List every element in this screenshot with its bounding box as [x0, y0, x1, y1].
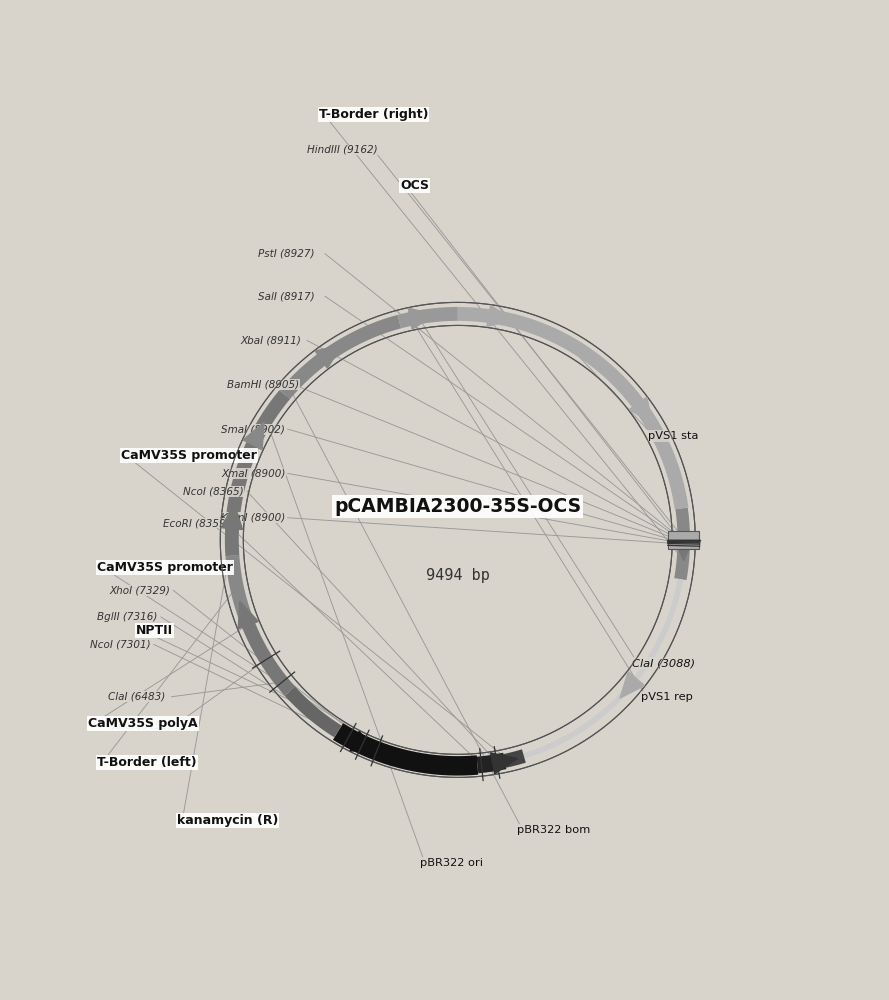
Text: SmaI (8902): SmaI (8902) [221, 424, 285, 434]
Text: CaMV35S polyA: CaMV35S polyA [88, 717, 198, 730]
Text: 9494 bp: 9494 bp [426, 568, 490, 583]
Text: pCAMBIA2300-35S-OCS: pCAMBIA2300-35S-OCS [334, 497, 581, 516]
Polygon shape [629, 397, 653, 424]
Text: XbaI (8911): XbaI (8911) [241, 335, 301, 345]
Polygon shape [243, 422, 264, 450]
Text: kanamycin (R): kanamycin (R) [177, 814, 278, 827]
Text: BglII (7316): BglII (7316) [97, 612, 157, 622]
Text: SalI (8917): SalI (8917) [259, 291, 315, 301]
Text: EcoRI (8359): EcoRI (8359) [163, 518, 229, 528]
Text: pBR322 bom: pBR322 bom [517, 825, 590, 835]
Polygon shape [621, 672, 645, 698]
Text: HindIII (9162): HindIII (9162) [307, 145, 378, 155]
Text: NcoI (7301): NcoI (7301) [90, 639, 150, 649]
Text: pBR322 ori: pBR322 ori [420, 858, 483, 868]
Text: pVS1 rep: pVS1 rep [641, 692, 693, 702]
Polygon shape [221, 503, 243, 529]
Text: XmaI (8900): XmaI (8900) [221, 468, 285, 478]
Polygon shape [350, 731, 378, 752]
Text: XhoI (6451): XhoI (6451) [111, 720, 172, 730]
Polygon shape [316, 345, 342, 368]
Polygon shape [673, 535, 694, 561]
Text: T-Border (right): T-Border (right) [318, 108, 428, 121]
Text: OCS: OCS [400, 179, 429, 192]
Text: KpmI (8900): KpmI (8900) [221, 513, 285, 523]
Text: BamHI (8905): BamHI (8905) [228, 380, 300, 390]
Polygon shape [408, 308, 435, 329]
Text: PstI (8927): PstI (8927) [259, 249, 315, 259]
Text: ClaI (3088): ClaI (3088) [632, 658, 695, 668]
Text: NcoI (8365): NcoI (8365) [183, 486, 244, 496]
Text: XhoI (7329): XhoI (7329) [109, 585, 171, 595]
Polygon shape [487, 305, 514, 326]
Polygon shape [238, 601, 259, 629]
Text: CaMV35S promoter: CaMV35S promoter [121, 449, 257, 462]
Text: ClaI (6483): ClaI (6483) [108, 692, 165, 702]
Polygon shape [491, 753, 517, 774]
Text: CaMV35S promoter: CaMV35S promoter [97, 561, 233, 574]
FancyBboxPatch shape [669, 531, 700, 549]
Text: pVS1 sta: pVS1 sta [648, 431, 699, 441]
Text: T-Border (left): T-Border (left) [97, 756, 196, 769]
Text: NPTII: NPTII [136, 624, 173, 637]
